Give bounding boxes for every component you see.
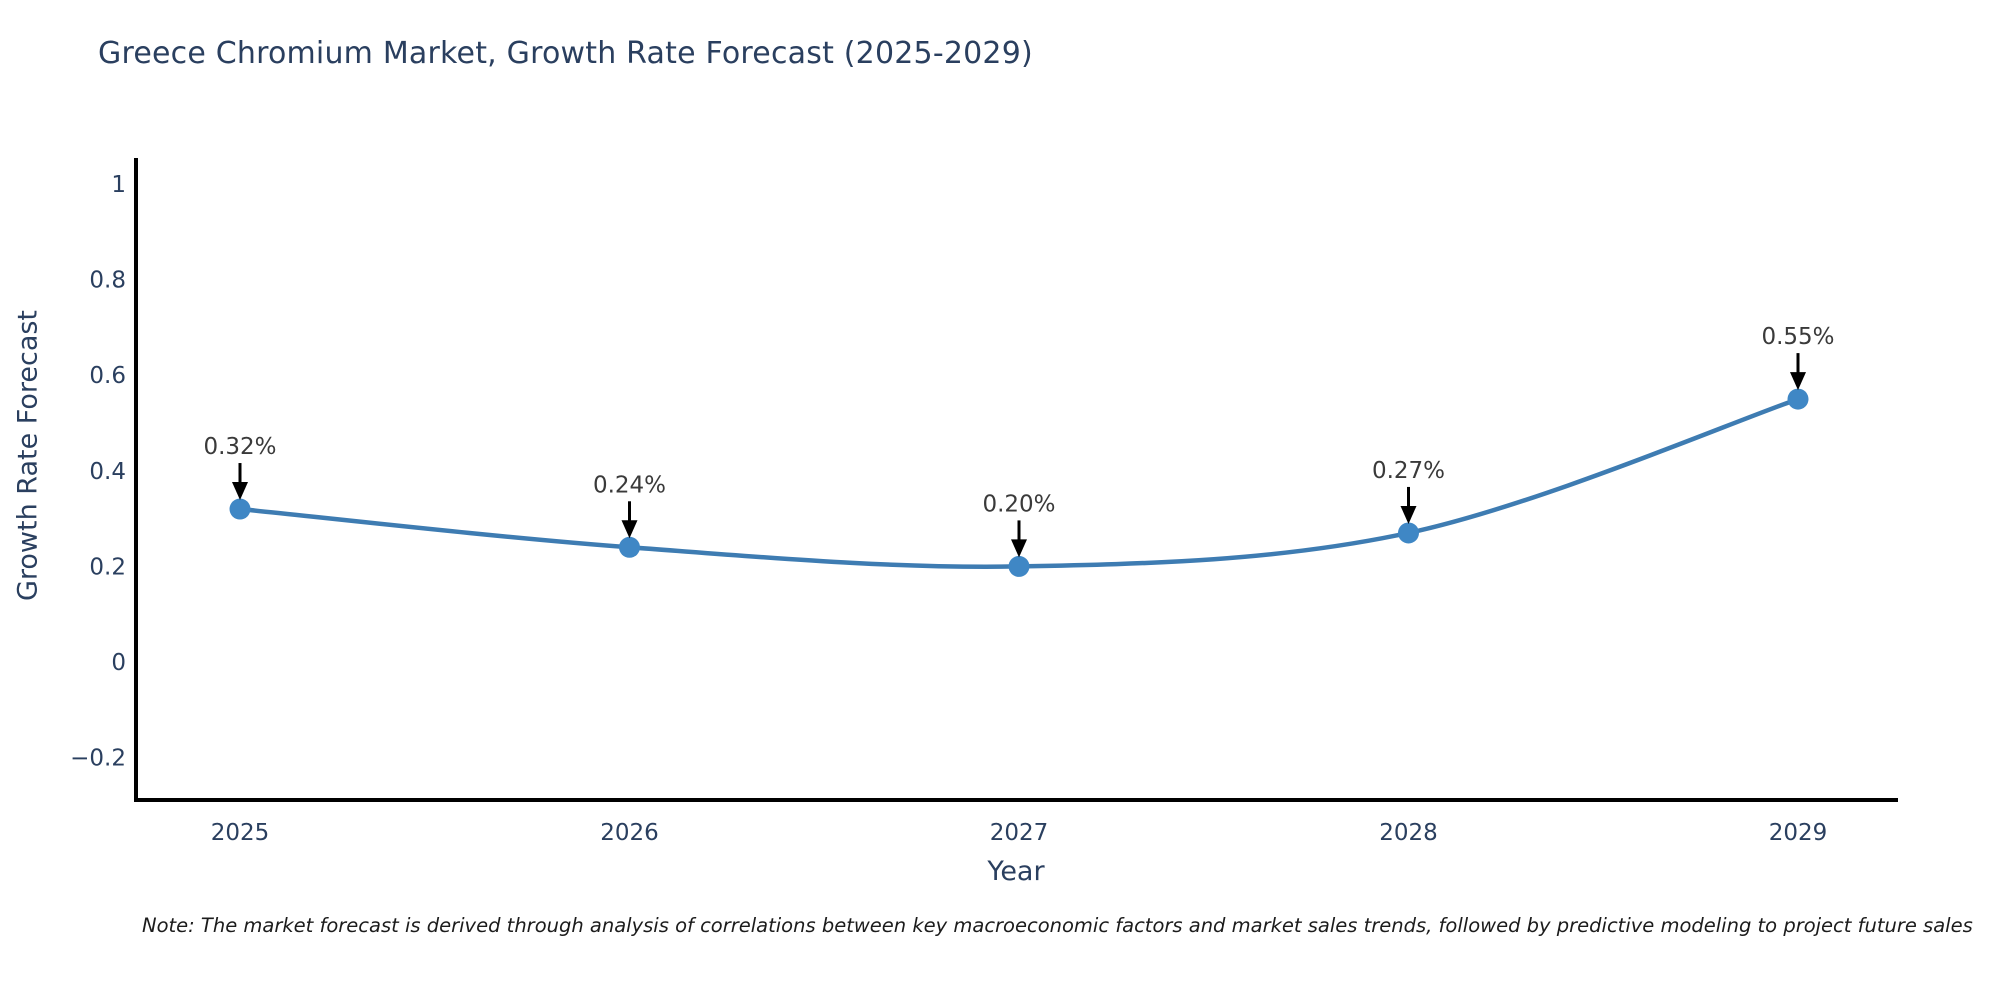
x-tick-label: 2028	[1379, 820, 1438, 846]
point-annotation-label: 0.24%	[593, 472, 666, 498]
point-annotation-label: 0.27%	[1372, 458, 1445, 484]
y-axis-title: Growth Rate Forecast	[12, 309, 44, 602]
x-axis-title: Year	[987, 856, 1045, 887]
x-tick-label: 2026	[600, 820, 659, 846]
chart-title: Greece Chromium Market, Growth Rate Fore…	[98, 36, 1033, 71]
y-tick-label: 0.8	[89, 268, 126, 294]
point-annotation-label: 0.55%	[1761, 324, 1834, 350]
annotation-arrowhead-icon	[1400, 505, 1417, 524]
x-tick-label: 2029	[1769, 820, 1828, 846]
annotation-arrowhead-icon	[232, 482, 248, 501]
y-tick-label: −0.2	[70, 746, 126, 772]
annotation-arrowhead-icon	[1790, 372, 1806, 391]
data-point-marker	[619, 536, 640, 558]
annotation-arrowhead-icon	[621, 520, 638, 539]
y-tick-label: 0	[111, 650, 126, 676]
data-point-marker	[1787, 388, 1809, 410]
x-tick-label: 2025	[211, 820, 270, 846]
y-tick-label: 0.4	[89, 459, 126, 485]
x-tick-label: 2027	[990, 820, 1049, 846]
footnote: Note: The market forecast is derived thr…	[142, 914, 1973, 937]
data-point-marker	[229, 498, 251, 520]
annotation-arrowhead-icon	[1011, 539, 1027, 558]
point-annotation-label: 0.20%	[982, 491, 1055, 517]
y-tick-label: 1	[111, 172, 126, 198]
data-point-marker	[1008, 555, 1030, 577]
y-tick-label: 0.6	[89, 363, 126, 389]
y-tick-label: 0.2	[89, 554, 126, 580]
point-annotation-label: 0.32%	[203, 434, 276, 460]
data-point-marker	[1398, 522, 1419, 544]
